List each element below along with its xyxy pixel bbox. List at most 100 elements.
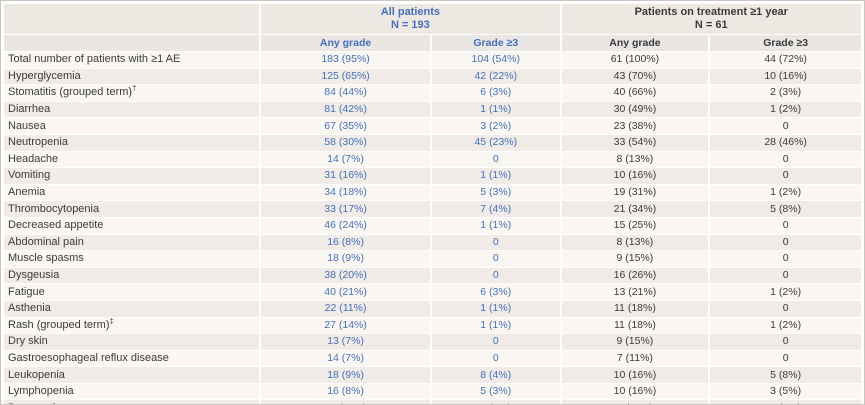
group-header-n: N = 61 — [694, 19, 728, 31]
ae-value: 31 (16%) — [261, 168, 430, 184]
ae-value: 40 (21%) — [261, 284, 430, 300]
ae-label: Dysgeusia — [4, 267, 260, 284]
ae-label: Hyperglycemia — [4, 68, 260, 85]
ae-value: 27 (14%) — [261, 317, 430, 334]
table-row: Dysgeusia 38 (20%) 0 16 (26%) 0 — [4, 267, 861, 284]
ae-label: Rash (grouped term)‡ — [4, 317, 260, 334]
ae-value: 0 — [431, 350, 560, 367]
ae-value: 18 (9%) — [261, 251, 430, 267]
col-header-any-grade-1yr: Any grade — [561, 35, 709, 51]
ae-value: 3 (2%) — [431, 118, 560, 134]
ae-label: Stomatitis (grouped term)† — [4, 85, 260, 101]
ae-value: 0 — [710, 217, 861, 234]
table-row: Stomatitis (grouped term)† 84 (44%) 6 (3%)… — [4, 85, 861, 101]
table-row: Headache 14 (7%) 0 8 (13%) 0 — [4, 151, 861, 168]
ae-value: 15 (25%) — [561, 217, 709, 234]
ae-value: 45 (23%) — [431, 134, 560, 151]
ae-value: 21 (11%) — [261, 400, 430, 404]
table-row: Hyperglycemia 125 (65%) 42 (22%) 43 (70%) 10… — [4, 68, 861, 85]
group-header-treatment-1yr: Patients on treatment ≥1 year N = 61 — [561, 4, 861, 34]
ae-label: Decreased appetite — [4, 217, 260, 234]
ae-value: 1 (1%) — [431, 217, 560, 234]
ae-value: 0 — [431, 151, 560, 168]
ae-value: 13 (21%) — [561, 284, 709, 300]
ae-value: 42 (22%) — [431, 68, 560, 85]
ae-value: 183 (95%) — [261, 52, 430, 68]
ae-value: 0 — [431, 334, 560, 350]
ae-value: 1 (2%) — [710, 317, 861, 334]
column-header-spacer — [4, 35, 260, 51]
col-header-grade3-1yr: Grade ≥3 — [710, 35, 861, 51]
table-row: Neutropenia 58 (30%) 45 (23%) 33 (54%) 28 (4… — [4, 134, 861, 151]
ae-value: 0 — [431, 267, 560, 284]
ae-value: 34 (18%) — [261, 184, 430, 201]
ae-value: 10 (16%) — [561, 383, 709, 400]
ae-label: Gastroesophageal reflux disease — [4, 350, 260, 367]
ae-value: 13 (7%) — [261, 334, 430, 350]
ae-value: 1 (1%) — [431, 101, 560, 118]
ae-value: 7 (4%) — [431, 201, 560, 217]
ae-label: Anemia — [4, 184, 260, 201]
ae-value: 16 (26%) — [561, 267, 709, 284]
col-header-grade3-all: Grade ≥3 — [431, 35, 560, 51]
ae-label: Total number of patients with ≥1 AE — [4, 52, 260, 68]
ae-value: 33 (17%) — [261, 201, 430, 217]
table-row: Lymphopenia 16 (8%) 5 (3%) 10 (16%) 3 (5%) — [4, 383, 861, 400]
ae-value: 7 (11%) — [561, 350, 709, 367]
table-row: Decreased appetite 46 (24%) 1 (1%) 15 (25%)… — [4, 217, 861, 234]
group-header-title: All patients — [380, 6, 441, 18]
footnote-marker: † — [132, 85, 137, 93]
ae-value: 2 (3%) — [710, 85, 861, 101]
ae-value: 1 (2%) — [710, 184, 861, 201]
group-header-n: N = 193 — [390, 19, 430, 31]
table-row: Gastroesophageal reflux disease 14 (7%) 0 7… — [4, 350, 861, 367]
ae-label: Dry skin — [4, 334, 260, 350]
table-row: Muscle spasms 18 (9%) 0 9 (15%) 0 — [4, 251, 861, 267]
ae-label: Nausea — [4, 118, 260, 134]
ae-value: 46 (24%) — [261, 217, 430, 234]
ae-label: Dry mouth — [4, 400, 260, 404]
ae-value: 0 — [710, 267, 861, 284]
group-header-all-patients: All patients N = 193 — [261, 4, 560, 34]
ae-label: Asthenia — [4, 300, 260, 317]
ae-label: Fatigue — [4, 284, 260, 300]
ae-label: Thrombocytopenia — [4, 201, 260, 217]
ae-value: 1 (1%) — [431, 400, 560, 404]
ae-value: 0 — [710, 118, 861, 134]
table-row: Rash (grouped term)‡ 27 (14%) 1 (1%) 11 (18… — [4, 317, 861, 334]
ae-value: 1 (1%) — [431, 168, 560, 184]
ae-value: 8 (13%) — [561, 151, 709, 168]
ae-value: 19 (31%) — [561, 184, 709, 201]
ae-value: 38 (20%) — [261, 267, 430, 284]
ae-value: 1 (2%) — [710, 284, 861, 300]
group-header-title: Patients on treatment ≥1 year — [634, 6, 788, 18]
ae-label: Muscle spasms — [4, 251, 260, 267]
ae-label: Vomiting — [4, 168, 260, 184]
ae-value: 1 (1%) — [431, 300, 560, 317]
ae-value: 5 (3%) — [431, 184, 560, 201]
ae-value: 0 — [710, 251, 861, 267]
ae-value: 61 (100%) — [561, 52, 709, 68]
ae-value: 8 (4%) — [431, 367, 560, 383]
ae-value: 11 (18%) — [561, 317, 709, 334]
ae-value: 0 — [710, 334, 861, 350]
adverse-events-table: All patients N = 193 Patients on treatme… — [2, 3, 863, 404]
ae-value: 6 (3%) — [431, 284, 560, 300]
ae-value: 11 (18%) — [561, 300, 709, 317]
table-body: Total number of patients with ≥1 AE 183 (… — [4, 52, 861, 404]
ae-value: 18 (9%) — [261, 367, 430, 383]
ae-value: 81 (42%) — [261, 101, 430, 118]
ae-value: 22 (11%) — [261, 300, 430, 317]
table-row: Fatigue 40 (21%) 6 (3%) 13 (21%) 1 (2%) — [4, 284, 861, 300]
ae-value: 16 (8%) — [261, 383, 430, 400]
ae-value: 33 (54%) — [561, 134, 709, 151]
ae-value: 10 (16%) — [710, 68, 861, 85]
ae-value: 1 (2%) — [710, 101, 861, 118]
table-row: Total number of patients with ≥1 AE 183 (… — [4, 52, 861, 68]
ae-value: 58 (30%) — [261, 134, 430, 151]
col-header-any-grade-all: Any grade — [261, 35, 430, 51]
table-row: Asthenia 22 (11%) 1 (1%) 11 (18%) 0 — [4, 300, 861, 317]
ae-value: 14 (7%) — [261, 350, 430, 367]
table-row: Nausea 67 (35%) 3 (2%) 23 (38%) 0 — [4, 118, 861, 134]
